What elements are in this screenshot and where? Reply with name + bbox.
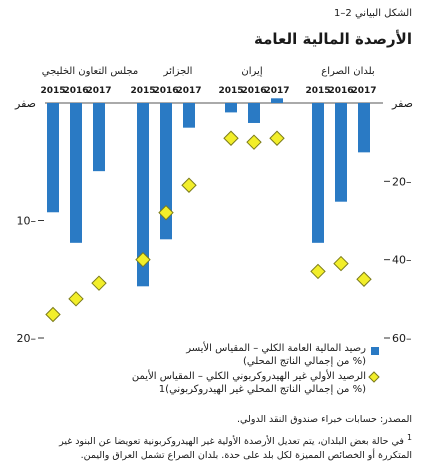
bar: [312, 103, 324, 243]
right-axis-label: صفر: [391, 97, 413, 110]
left-axis-label: صفر: [14, 97, 36, 110]
group-label: الجزائر: [163, 66, 193, 77]
diamond-point: [135, 251, 151, 268]
legend-bar-line1: رصيد المالية العامة الكلي – المقياس الأي…: [186, 343, 366, 354]
bar: [47, 103, 59, 213]
bar: [271, 98, 283, 103]
footnote: 1 في حالة بعض البلدان، يتم تعديل الأرصدة…: [7, 431, 412, 463]
year-label: 2016: [153, 86, 178, 96]
diamond-point: [246, 134, 262, 150]
diamond-point: [45, 306, 61, 323]
legend-bar-line2: (% من إجمالي الناتج المحلي): [243, 356, 366, 367]
footnote-line2: المتكررة أو الخصائص المميزة لكل بلد على …: [80, 450, 412, 462]
right-axis-label: 40–: [392, 254, 412, 267]
year-label: 2017: [86, 86, 111, 96]
group-label: بلدان الصراع: [321, 66, 375, 77]
diamond-point: [269, 130, 285, 146]
figure-label: الشكل البياني 2–1: [334, 8, 412, 19]
diamond-point: [158, 204, 174, 221]
legend-diamond-line2: (% من إجمالي الناتج المحلي غير الهيدروكر…: [158, 384, 366, 395]
year-label: 2015: [130, 86, 155, 96]
year-label: 2015: [305, 86, 330, 96]
bar: [93, 103, 105, 172]
diamond-point: [356, 271, 372, 287]
year-label: 2017: [264, 86, 289, 96]
bar: [335, 103, 347, 202]
source-note: المصدر: حسابات خبراء صندوق النقد الدولي.: [237, 414, 412, 425]
bar: [248, 103, 260, 123]
legend-diamond-text: الرصيد الأولي غير الهيدروكربوني الكلي – …: [76, 370, 366, 396]
footnote-line1: في حالة بعض البلدان، يتم تعديل الأرصدة ا…: [59, 436, 404, 448]
diamond-point: [223, 130, 239, 146]
year-label: 2015: [218, 86, 243, 96]
legend-diamond-key: [368, 371, 380, 383]
figure-title: الأرصدة المالية العامة: [254, 30, 412, 48]
bar: [160, 103, 172, 240]
diamond-point: [333, 255, 349, 272]
right-axis-label: 60–: [392, 332, 412, 345]
legend-diamond-line1: الرصيد الأولي غير الهيدروكربوني الكلي – …: [131, 371, 366, 382]
legend-bar-text: رصيد المالية العامة الكلي – المقياس الأي…: [86, 342, 366, 368]
year-label: 2016: [241, 86, 266, 96]
diamond-point: [310, 263, 326, 280]
year-label: 2016: [63, 86, 88, 96]
left-axis-label: 20–: [17, 332, 37, 345]
right-axis-label: 20–: [392, 175, 412, 188]
group-label: مجلس التعاون الخليجي: [41, 66, 139, 77]
diamond-point: [181, 177, 197, 193]
legend-bar-key: [371, 347, 379, 355]
diamond-point: [91, 275, 107, 291]
group-label: إيران: [241, 66, 263, 77]
year-label: 2017: [176, 86, 201, 96]
bar: [225, 103, 237, 113]
diamond-point: [68, 291, 84, 307]
bar: [183, 103, 195, 128]
year-label: 2017: [351, 86, 376, 96]
year-label: 2015: [40, 86, 65, 96]
bar: [358, 103, 370, 153]
year-label: 2016: [328, 86, 353, 96]
left-axis-label: 10–: [17, 215, 37, 228]
footnote-mark: 1: [406, 433, 412, 442]
bar: [137, 103, 149, 287]
bar: [70, 103, 82, 243]
